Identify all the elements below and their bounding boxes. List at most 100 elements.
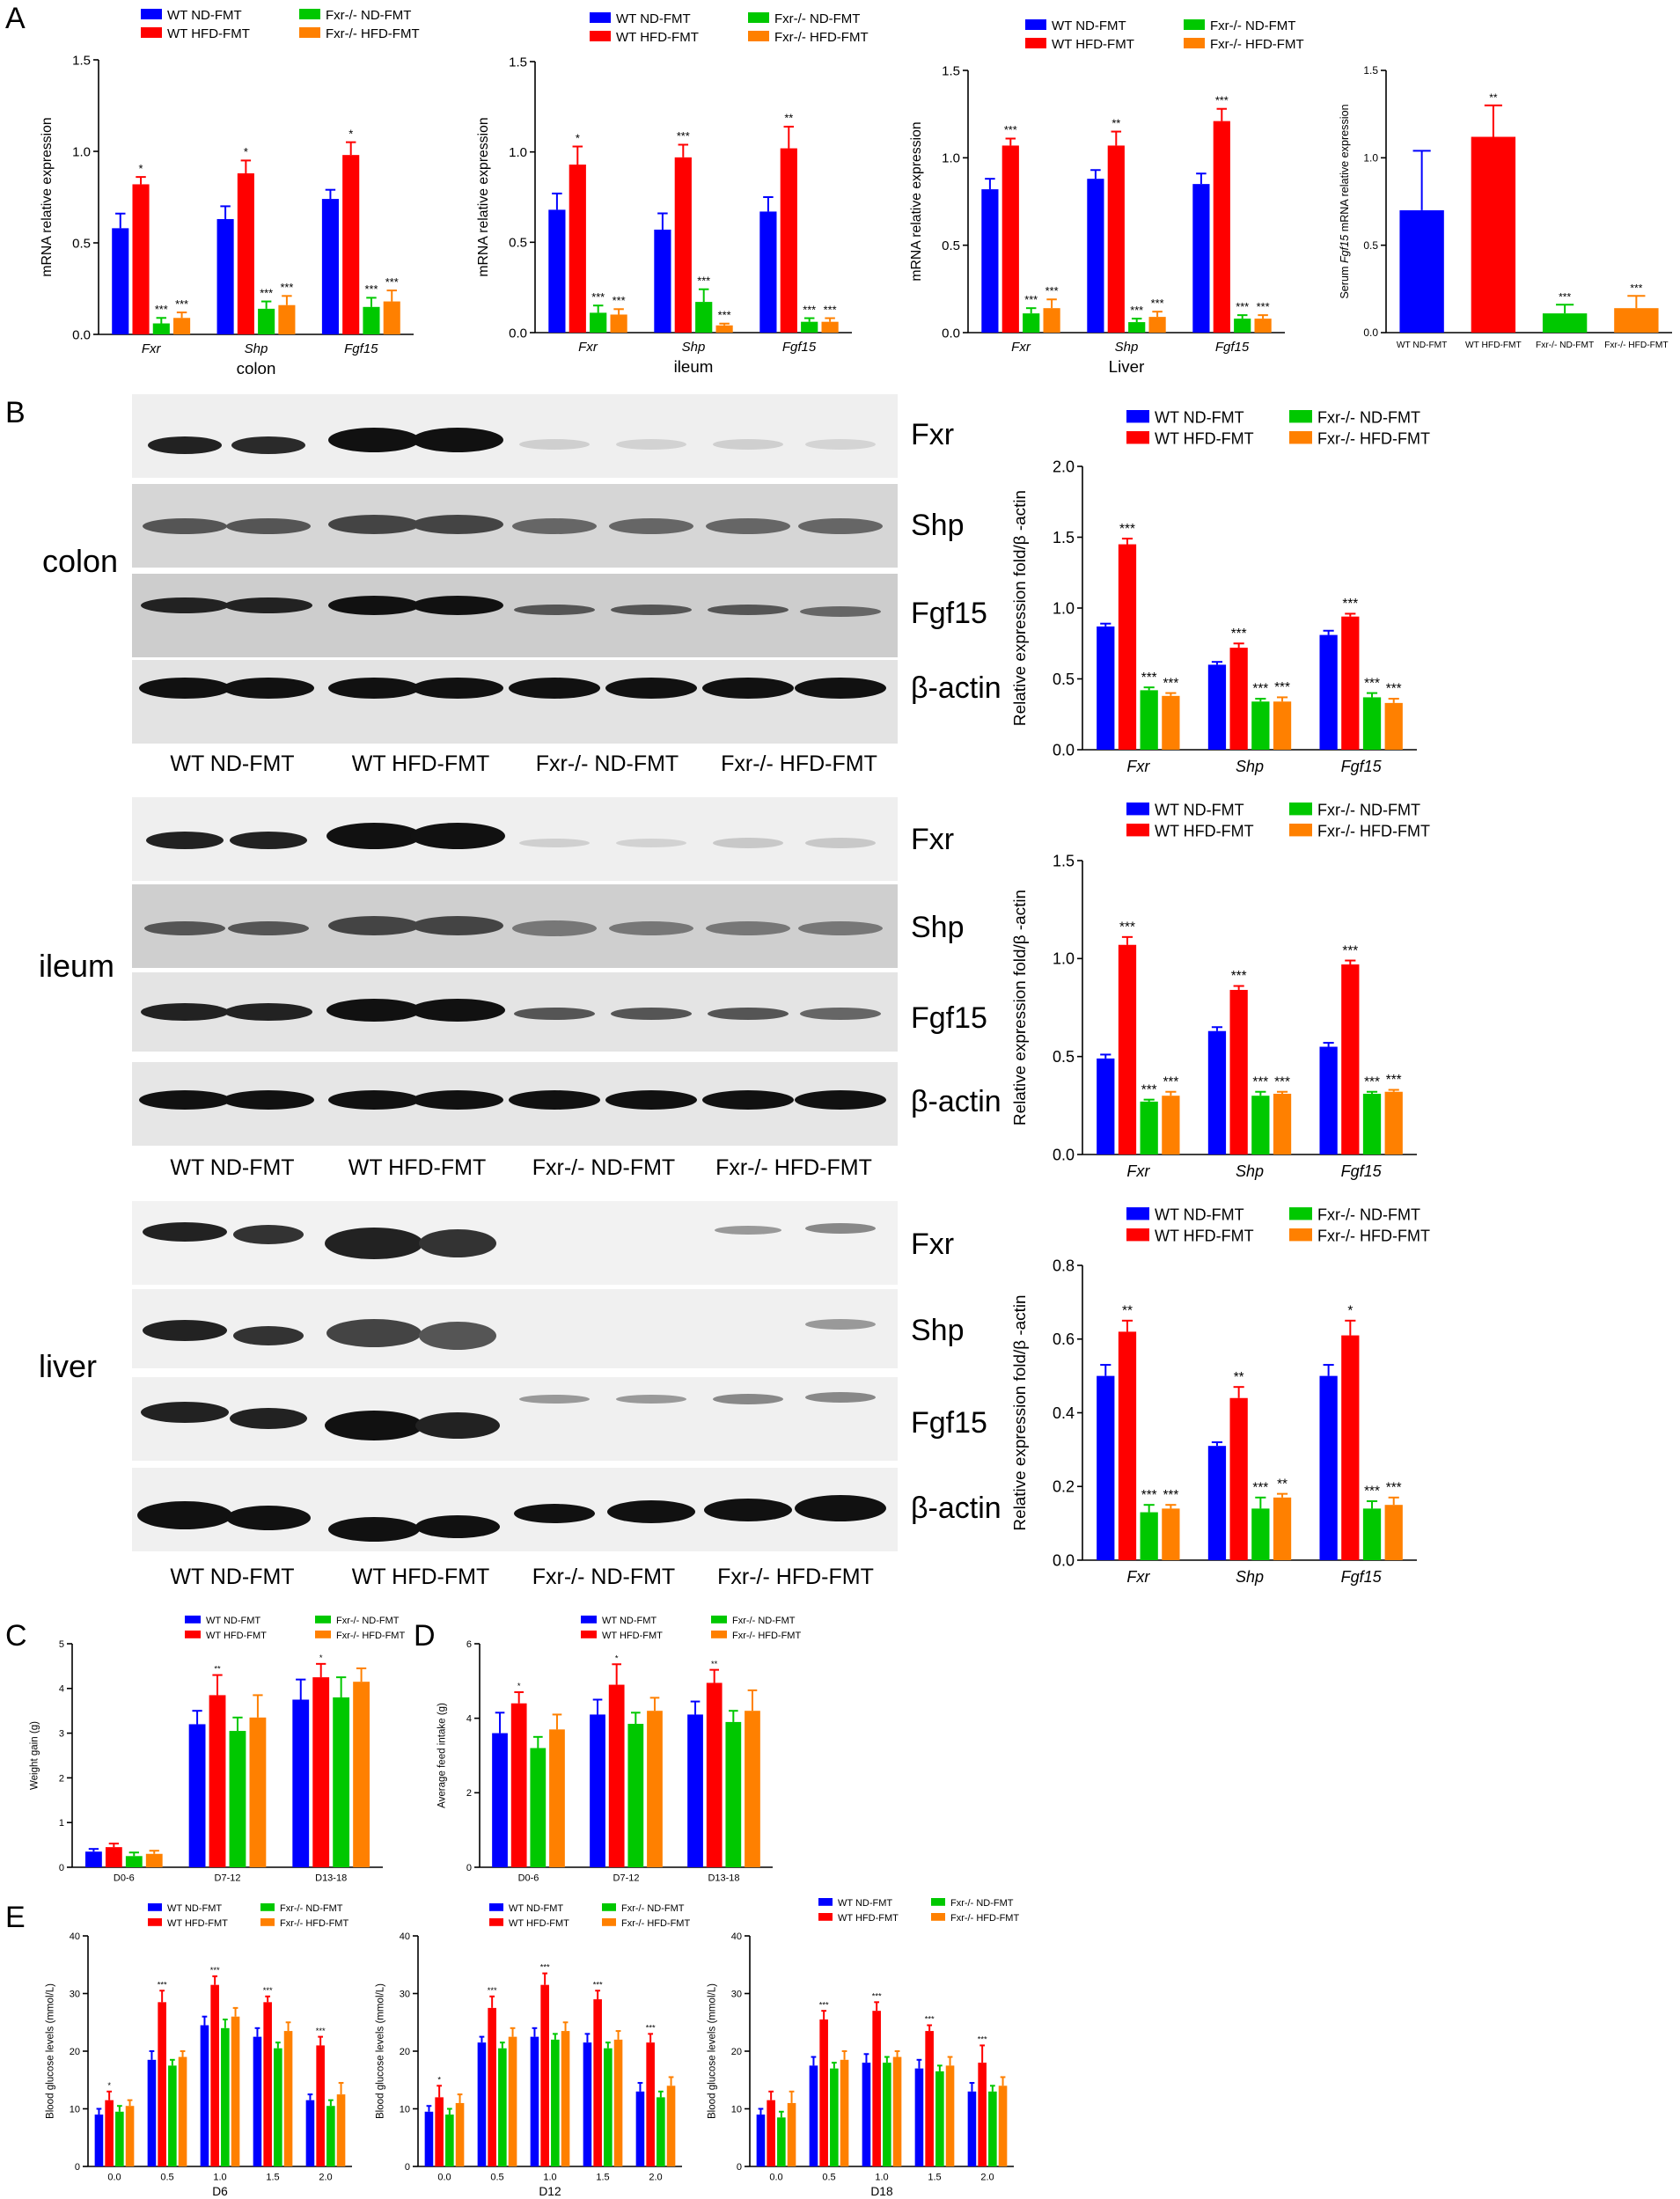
e1-legend: WT ND-FMT WT HFD-FMT Fxr-/- ND-FMT Fxr-/- H… (148, 1903, 348, 1929)
bar (549, 1729, 565, 1867)
legend-label: Fxr-/- ND-FMT (1317, 801, 1420, 818)
significance-label: ** (711, 1660, 718, 1668)
bar (1234, 319, 1251, 333)
y-tick-label: 10 (70, 2104, 80, 2115)
bar (1140, 690, 1158, 750)
x-axis-label: D12 (539, 2185, 561, 2198)
bar (1229, 989, 1248, 1154)
chart-e2: 0 10 20 30 40 Blood glucose levels (mmol/L) * 0… (375, 1931, 682, 2198)
legend-swatch (148, 1918, 162, 1926)
bar (326, 2106, 335, 2166)
band (798, 518, 883, 534)
bar (1384, 702, 1403, 750)
bar (635, 2091, 645, 2166)
bar (1254, 319, 1272, 333)
legend-label: WT ND-FMT (838, 1898, 892, 1909)
legend-label: Fxr-/- ND-FMT (326, 8, 411, 23)
y-tick-label: 2 (59, 1773, 64, 1784)
bar (231, 2016, 240, 2166)
legend-label: WT ND-FMT (167, 8, 242, 23)
band (143, 1222, 227, 1242)
y-tick-label: 2 (466, 1788, 472, 1799)
legend-label: Fxr-/- ND-FMT (1210, 18, 1295, 33)
significance-label: *** (978, 2035, 987, 2044)
band (616, 1395, 686, 1404)
band (224, 597, 312, 613)
significance-label: ** (1277, 1477, 1288, 1492)
y-tick-label: 1.0 (72, 144, 91, 159)
x-tick-label: 1.5 (928, 2172, 941, 2182)
band (328, 678, 420, 699)
band (412, 1090, 503, 1110)
band (328, 1517, 420, 1542)
bar (613, 2039, 623, 2166)
bar (1043, 308, 1060, 333)
bar (1384, 1505, 1403, 1560)
bar (316, 2045, 325, 2166)
band-label-fxr: Fxr (911, 1228, 954, 1261)
bar (132, 184, 150, 334)
lane-label: WT ND-FMT (170, 751, 294, 776)
legend-label: WT HFD-FMT (1155, 822, 1254, 839)
legend-label: Fxr-/- ND-FMT (336, 1616, 400, 1626)
bar (981, 189, 999, 333)
blot-liver: Fxr Shp Fgf15 β-actin liver WT ND-FMT WT… (39, 1201, 1001, 1589)
legend-swatch (185, 1631, 201, 1638)
x-tick-label: Shp (1115, 340, 1139, 355)
bar (801, 321, 818, 333)
legend-label: Fxr-/- HFD-FMT (326, 26, 420, 41)
band (609, 518, 693, 534)
significance-label: *** (1252, 682, 1268, 697)
y-tick-label: 0 (737, 2162, 742, 2173)
legend-swatch (1289, 824, 1312, 837)
band (328, 428, 420, 452)
x-tick-label: 0.5 (822, 2172, 835, 2182)
bar (336, 2094, 346, 2166)
x-tick-label: D0-6 (114, 1873, 135, 1883)
band (706, 921, 790, 935)
legend-label: Fxr-/- HFD-FMT (1317, 429, 1430, 447)
legend-label: WT HFD-FMT (509, 1918, 569, 1929)
band (223, 678, 314, 699)
significance-label: *** (1141, 1488, 1157, 1503)
chart-e3: 0 10 20 30 40 Blood glucose levels (mmol/L) 0.… (707, 1931, 1014, 2198)
y-tick-label: 0 (405, 2162, 410, 2173)
legend-swatch (299, 9, 320, 19)
panel-label-a: A (5, 2, 26, 35)
band (328, 1090, 420, 1110)
bar (1097, 1375, 1115, 1560)
bar (627, 1724, 644, 1867)
bar (1107, 145, 1125, 333)
bar (1251, 1508, 1270, 1560)
band (224, 1003, 312, 1021)
y-tick-label: 1.0 (1053, 599, 1075, 617)
bar (258, 308, 275, 334)
bar (253, 2036, 262, 2166)
bar (263, 2002, 272, 2166)
significance-label: *** (1231, 969, 1247, 984)
y-tick-label: 0.5 (509, 236, 527, 251)
bar (249, 1717, 267, 1867)
bar (1273, 1093, 1292, 1154)
x-tick-label: Fgf15 (1215, 340, 1250, 355)
legend-label: WT ND-FMT (1155, 801, 1244, 818)
significance-label: *** (1252, 1481, 1268, 1496)
bar (112, 228, 129, 334)
legend-swatch (818, 1913, 833, 1921)
legend-swatch (590, 31, 611, 41)
y-tick-label: 0 (59, 1863, 64, 1873)
significance-label: *** (1004, 123, 1017, 136)
significance-label: *** (824, 303, 837, 316)
significance-label: *** (210, 1966, 220, 1975)
bar (1097, 626, 1115, 750)
legend-swatch (602, 1918, 616, 1926)
bar (1319, 634, 1338, 750)
bar (1341, 1335, 1360, 1560)
b1-legend: WT ND-FMT WT HFD-FMT Fxr-/- ND-FMT Fxr-/- H… (1126, 408, 1430, 447)
bar (593, 1999, 602, 2166)
legend-swatch (141, 9, 162, 19)
bar (1213, 121, 1230, 333)
lane-label: Fxr-/- HFD-FMT (717, 1565, 874, 1589)
bar (383, 301, 400, 334)
band (800, 1008, 881, 1020)
